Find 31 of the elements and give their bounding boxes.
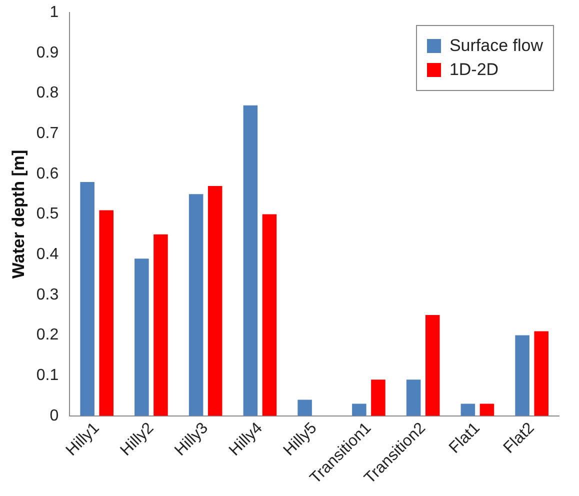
bar bbox=[99, 210, 114, 416]
y-tick-label: 0.4 bbox=[36, 246, 59, 263]
legend-label: 1D-2D bbox=[448, 60, 500, 80]
y-tick-label: 0.9 bbox=[36, 44, 59, 62]
bar bbox=[80, 182, 94, 416]
bar bbox=[262, 214, 277, 416]
bar bbox=[371, 380, 386, 416]
bar bbox=[515, 335, 530, 416]
bar bbox=[243, 105, 258, 416]
y-tick-label: 0.1 bbox=[36, 366, 59, 384]
bar bbox=[460, 404, 476, 416]
bar bbox=[534, 331, 548, 416]
legend-label: Surface flow bbox=[448, 36, 543, 56]
y-tick-label: 1 bbox=[50, 4, 59, 22]
bar bbox=[154, 234, 168, 416]
y-tick-label: 0.5 bbox=[36, 206, 59, 223]
y-tick-label: 0.7 bbox=[36, 124, 59, 142]
bar bbox=[208, 186, 222, 416]
bar bbox=[406, 380, 421, 416]
y-tick-label: 0.6 bbox=[36, 165, 59, 182]
bar bbox=[352, 404, 366, 416]
y-tick-label: 0 bbox=[50, 407, 59, 424]
bar bbox=[480, 404, 494, 416]
y-tick-label: 0.2 bbox=[36, 326, 59, 344]
bar bbox=[298, 400, 312, 416]
bar bbox=[134, 258, 149, 416]
y-tick-label: 0.3 bbox=[36, 286, 59, 304]
y-axis-title: Water depth [m] bbox=[8, 150, 28, 279]
bar bbox=[425, 315, 440, 416]
bar bbox=[188, 194, 204, 416]
y-tick-label: 0.8 bbox=[36, 84, 59, 102]
